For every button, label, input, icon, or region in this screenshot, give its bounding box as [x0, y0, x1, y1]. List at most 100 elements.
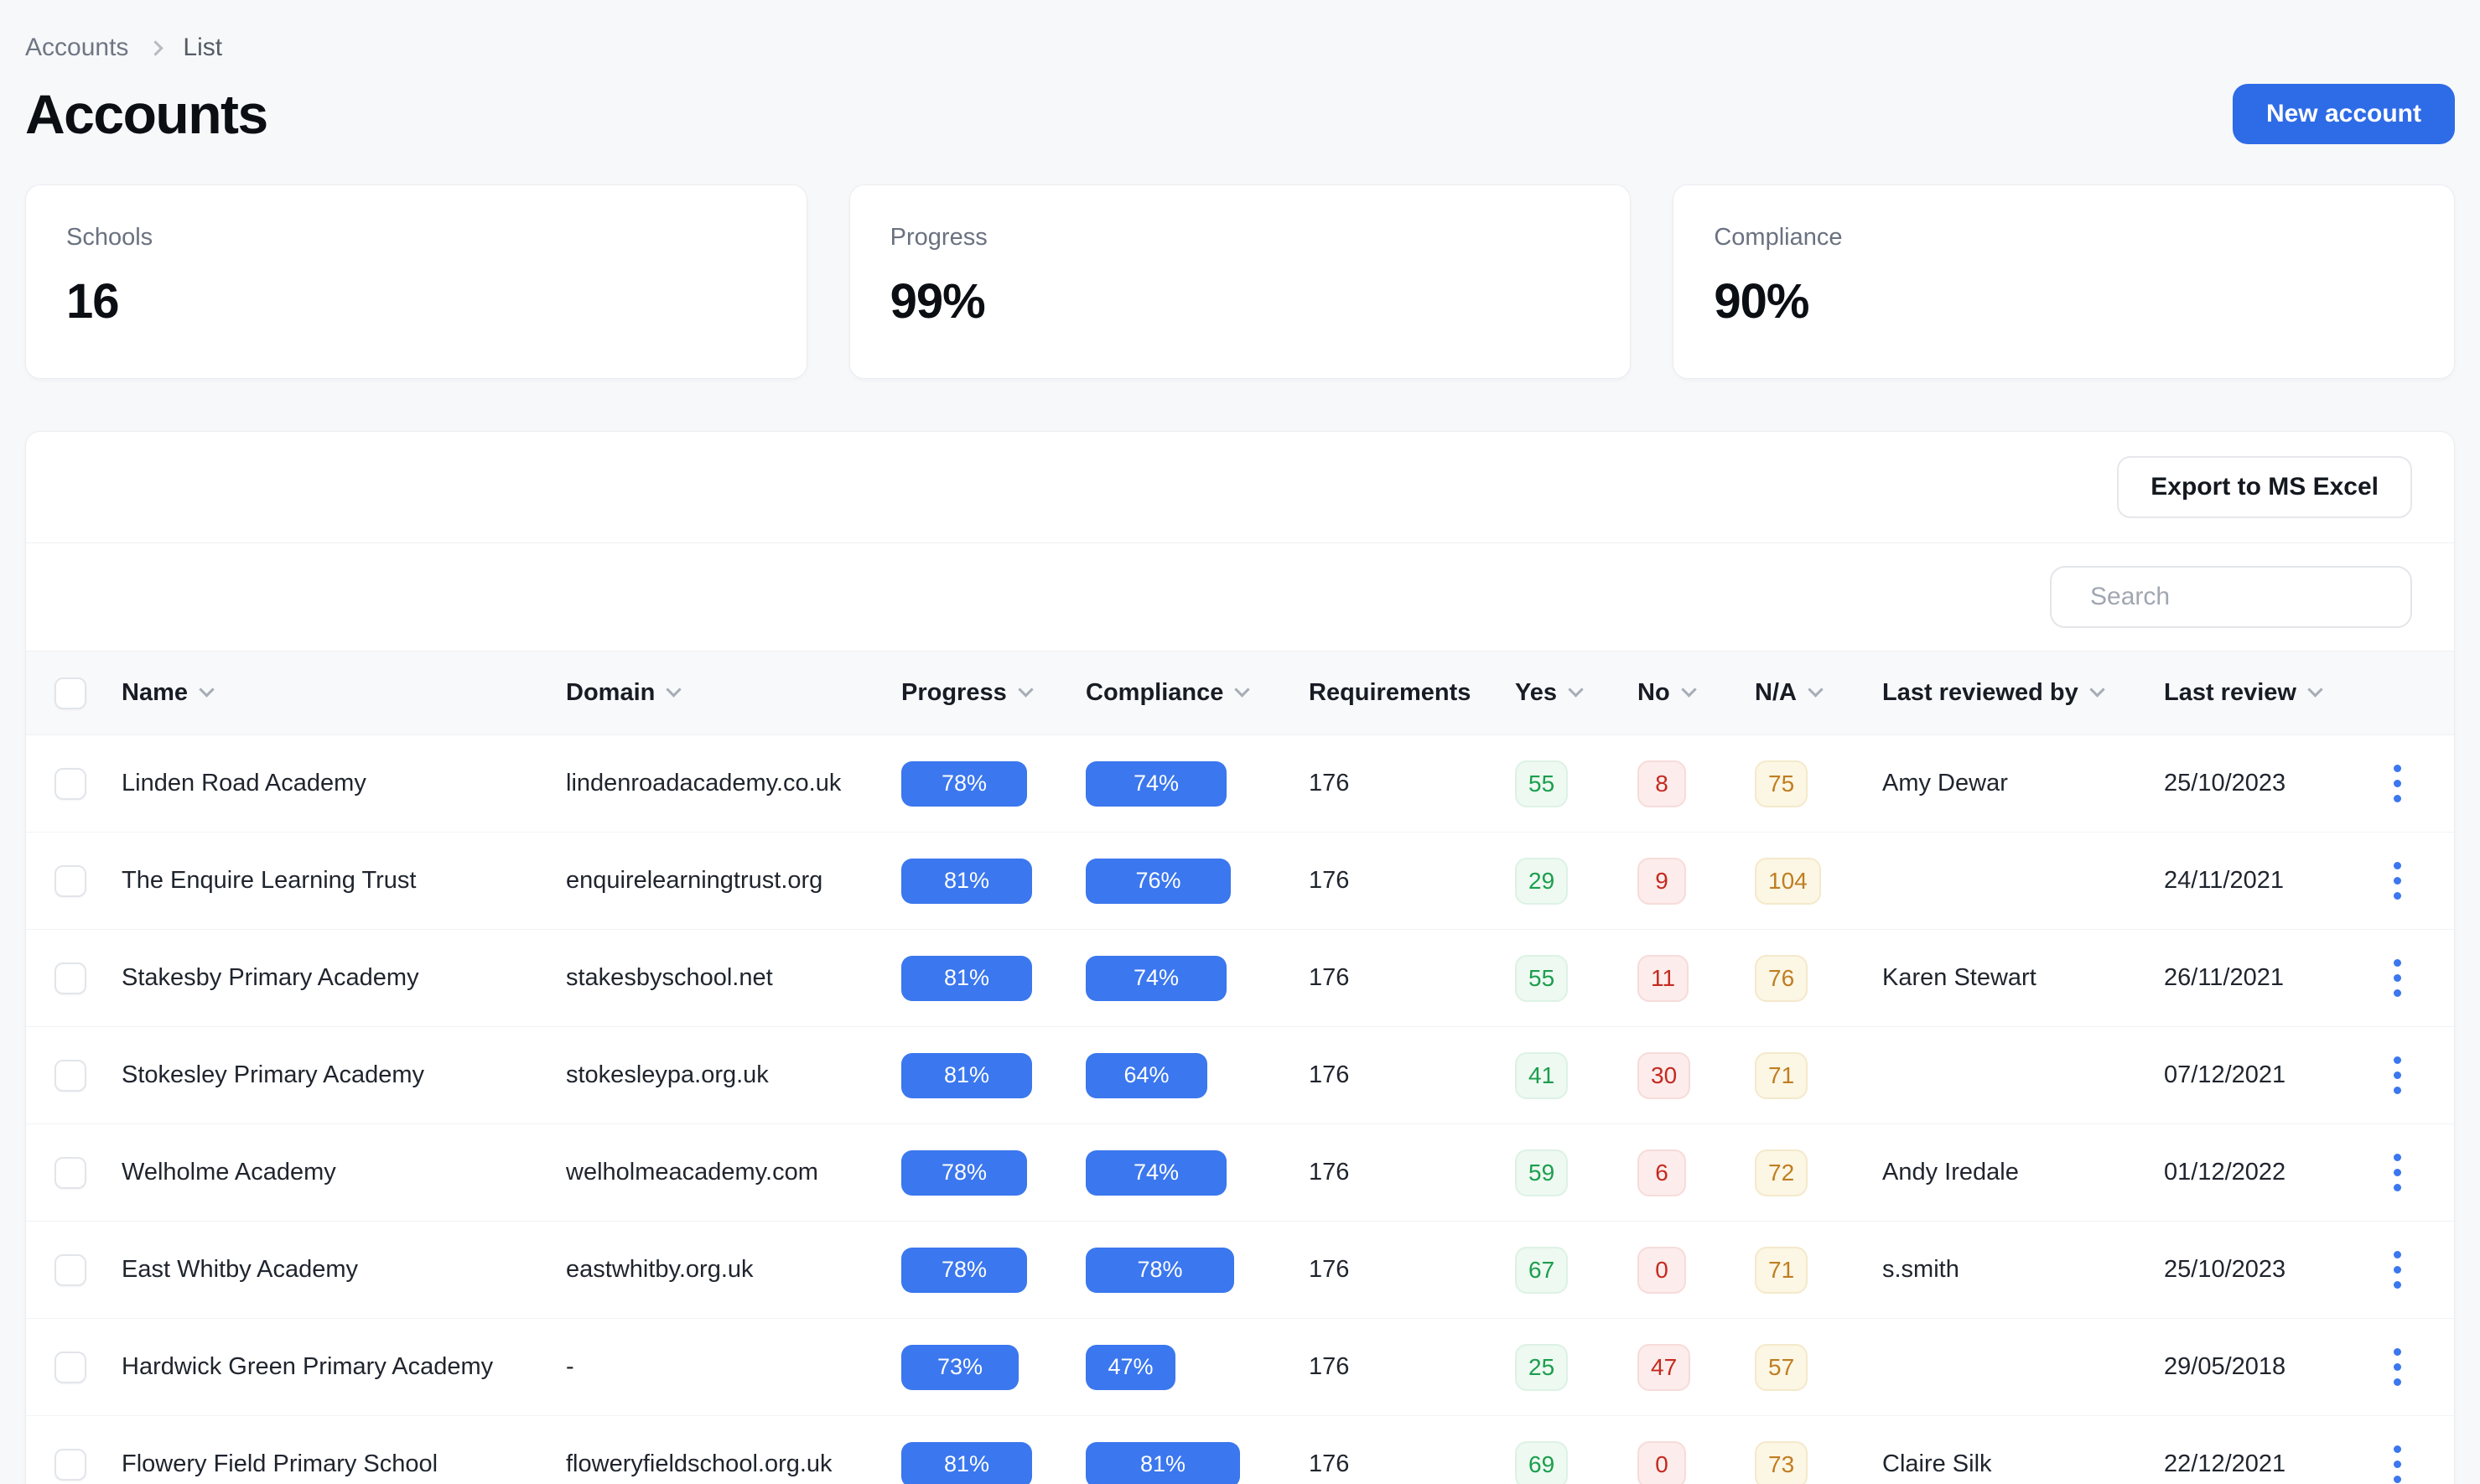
row-menu-kebab-icon[interactable] [2372, 848, 2422, 915]
cell-yes: 55 [1515, 954, 1637, 1002]
accounts-table-panel: Export to MS Excel NameDomainProgressCom… [25, 431, 2455, 1484]
column-header-progress[interactable]: Progress [901, 679, 1086, 707]
cell-last-review: 07/12/2021 [2164, 1061, 2286, 1088]
column-header-compliance[interactable]: Compliance [1086, 679, 1309, 707]
cell-requirements: 176 [1309, 770, 1350, 796]
row-checkbox[interactable] [54, 1253, 86, 1286]
cell-yes: 67 [1515, 1246, 1637, 1294]
cell-actions [2372, 1431, 2454, 1484]
table-row[interactable]: Flowery Field Primary School floweryfiel… [26, 1416, 2454, 1484]
row-checkbox-cell [26, 1156, 122, 1189]
row-checkbox[interactable] [54, 1351, 86, 1383]
na-badge: 71 [1755, 1246, 1808, 1294]
stat-card-schools: Schools 16 [25, 184, 807, 379]
na-badge: 57 [1755, 1343, 1808, 1391]
column-header-n-a[interactable]: N/A [1755, 679, 1882, 707]
no-badge: 47 [1637, 1343, 1691, 1391]
cell-requirements: 176 [1309, 1353, 1350, 1380]
row-checkbox[interactable] [54, 1156, 86, 1189]
row-checkbox[interactable] [54, 864, 86, 897]
table-row[interactable]: East Whitby Academy eastwhitby.org.uk 78… [26, 1222, 2454, 1319]
row-menu-kebab-icon[interactable] [2372, 1139, 2422, 1206]
row-checkbox-cell [26, 1351, 122, 1383]
cell-no: 6 [1637, 1149, 1755, 1196]
cell-progress: 81% [901, 955, 1086, 1001]
breadcrumb-accounts[interactable]: Accounts [25, 34, 129, 61]
cell-name: Flowery Field Primary School [122, 1450, 438, 1477]
progress-bar: 73% [901, 1344, 1019, 1390]
table-row[interactable]: Stakesby Primary Academy stakesbyschool.… [26, 930, 2454, 1027]
cell-no: 11 [1637, 954, 1755, 1002]
cell-last-reviewed-by: Karen Stewart [1882, 964, 2036, 991]
progress-bar: 81% [901, 858, 1032, 904]
cell-na: 57 [1755, 1343, 1882, 1391]
cell-last-review: 29/05/2018 [2164, 1353, 2286, 1380]
progress-bar: 78% [901, 1247, 1027, 1293]
row-checkbox[interactable] [54, 1448, 86, 1481]
stat-label: Compliance [1714, 224, 1843, 251]
table-row[interactable]: The Enquire Learning Trust enquirelearni… [26, 833, 2454, 930]
na-badge: 72 [1755, 1149, 1808, 1196]
cell-last-reviewed-by: Claire Silk [1882, 1450, 1992, 1477]
column-header-no[interactable]: No [1637, 679, 1755, 707]
column-header-requirements: Requirements [1309, 679, 1471, 706]
chevron-right-icon [148, 39, 164, 56]
cell-na: 73 [1755, 1440, 1882, 1484]
table-row[interactable]: Welholme Academy welholmeacademy.com 78%… [26, 1124, 2454, 1222]
table-row[interactable]: Linden Road Academy lindenroadacademy.co… [26, 735, 2454, 833]
table-row[interactable]: Stokesley Primary Academy stokesleypa.or… [26, 1027, 2454, 1124]
search-row [26, 543, 2454, 651]
breadcrumb-list[interactable]: List [183, 34, 223, 61]
row-menu-kebab-icon[interactable] [2372, 1334, 2422, 1401]
export-excel-button[interactable]: Export to MS Excel [2117, 456, 2412, 518]
yes-badge: 25 [1515, 1343, 1569, 1391]
no-badge: 6 [1637, 1149, 1686, 1196]
select-all-checkbox[interactable] [54, 677, 86, 709]
cell-no: 47 [1637, 1343, 1755, 1391]
cell-actions [2372, 945, 2454, 1012]
chevron-down-icon [1680, 682, 1697, 698]
column-header-domain[interactable]: Domain [566, 679, 901, 707]
cell-domain: enquirelearningtrust.org [566, 867, 823, 894]
cell-progress: 78% [901, 1247, 1086, 1293]
cell-actions [2372, 848, 2454, 915]
page-title: Accounts [25, 83, 268, 145]
cell-actions [2372, 750, 2454, 817]
row-menu-kebab-icon[interactable] [2372, 1237, 2422, 1304]
cell-name: Welholme Academy [122, 1159, 336, 1186]
compliance-bar: 81% [1086, 1441, 1240, 1484]
column-header-last-review[interactable]: Last review [2164, 679, 2372, 707]
no-badge: 9 [1637, 857, 1686, 905]
cell-domain: lindenroadacademy.co.uk [566, 770, 842, 796]
column-header-yes[interactable]: Yes [1515, 679, 1637, 707]
row-menu-kebab-icon[interactable] [2372, 1431, 2422, 1484]
cell-name: Linden Road Academy [122, 770, 366, 796]
row-menu-kebab-icon[interactable] [2372, 945, 2422, 1012]
cell-na: 104 [1755, 857, 1882, 905]
row-checkbox[interactable] [54, 1059, 86, 1092]
cell-last-review: 01/12/2022 [2164, 1159, 2286, 1186]
row-menu-kebab-icon[interactable] [2372, 1042, 2422, 1109]
row-checkbox-cell [26, 767, 122, 800]
cell-domain: stakesbyschool.net [566, 964, 773, 991]
progress-bar: 78% [901, 1149, 1027, 1196]
row-menu-kebab-icon[interactable] [2372, 750, 2422, 817]
stat-card-progress: Progress 99% [848, 184, 1632, 379]
no-badge: 11 [1637, 954, 1689, 1002]
row-checkbox[interactable] [54, 962, 86, 994]
cell-yes: 41 [1515, 1051, 1637, 1099]
search-input[interactable] [2090, 583, 2414, 611]
table-row[interactable]: Hardwick Green Primary Academy - 73% 47%… [26, 1319, 2454, 1416]
row-checkbox[interactable] [54, 767, 86, 800]
yes-badge: 29 [1515, 857, 1569, 905]
new-account-button[interactable]: New account [2232, 84, 2455, 144]
chevron-down-icon [1234, 682, 1251, 698]
row-checkbox-cell [26, 1448, 122, 1481]
column-header-name[interactable]: Name [122, 679, 566, 707]
search-box [2050, 566, 2414, 628]
cell-na: 71 [1755, 1051, 1882, 1099]
column-header-last-reviewed-by[interactable]: Last reviewed by [1882, 679, 2164, 707]
cell-name: Stokesley Primary Academy [122, 1061, 425, 1088]
cell-compliance: 74% [1086, 1149, 1309, 1196]
cell-no: 9 [1637, 857, 1755, 905]
